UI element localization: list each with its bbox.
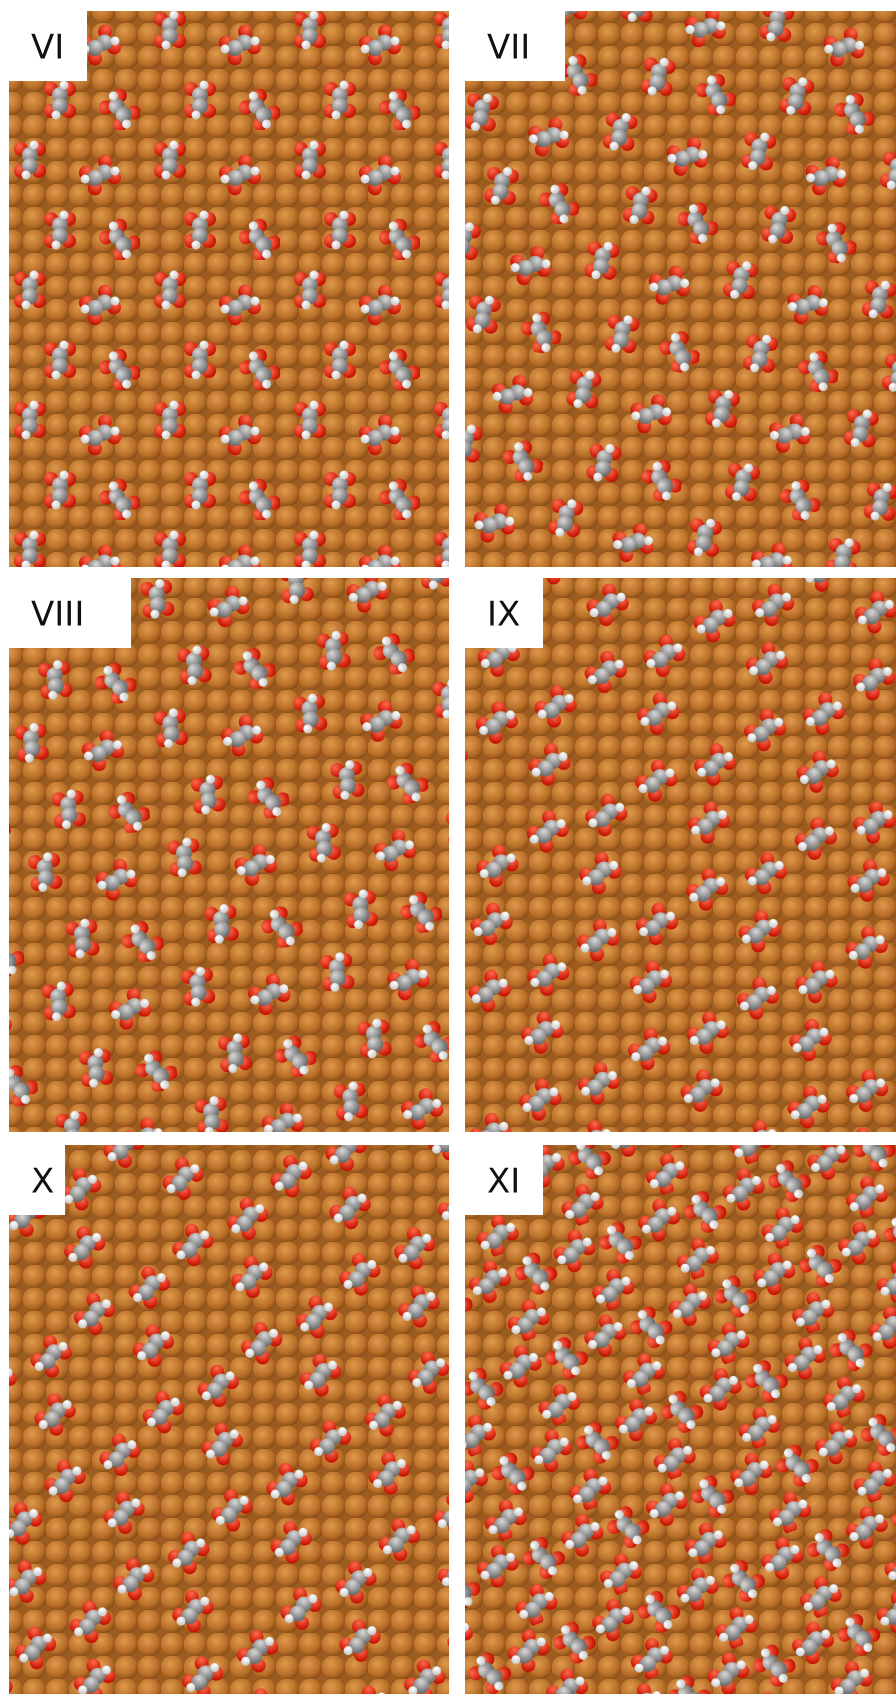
molecules (9, 578, 449, 1132)
panel: X (9, 1145, 449, 1694)
panel: VI (9, 11, 449, 567)
molecules (465, 11, 896, 567)
panel: VII (465, 11, 896, 567)
panel: IX (465, 578, 896, 1132)
molecules (465, 1145, 896, 1694)
panel: XI (465, 1145, 896, 1694)
panel-label: XI (487, 1162, 520, 1202)
panel-label: VII (487, 28, 530, 68)
panel-label: X (31, 1162, 54, 1202)
label-box (9, 578, 131, 648)
label-box (9, 1145, 65, 1215)
molecules (465, 578, 896, 1132)
label-box (9, 11, 87, 81)
label-box (465, 11, 565, 81)
panel: VIII (9, 578, 449, 1132)
label-box (465, 1145, 543, 1215)
panel-label: VIII (31, 595, 84, 635)
panel-label: VI (31, 28, 64, 68)
label-box (465, 578, 543, 648)
panel-label: IX (487, 595, 520, 635)
molecules (9, 1145, 449, 1694)
molecules (9, 11, 449, 567)
